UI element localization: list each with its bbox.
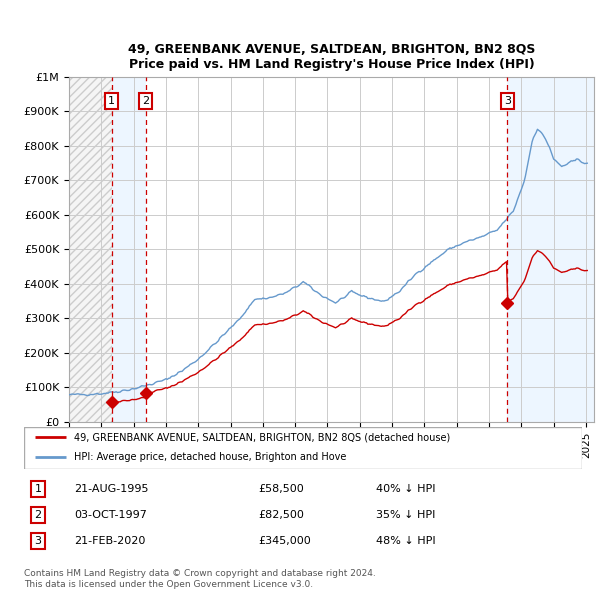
Bar bbox=[112, 77, 146, 422]
Title: 49, GREENBANK AVENUE, SALTDEAN, BRIGHTON, BN2 8QS
Price paid vs. HM Land Registr: 49, GREENBANK AVENUE, SALTDEAN, BRIGHTON… bbox=[128, 44, 535, 71]
Text: 21-AUG-1995: 21-AUG-1995 bbox=[74, 484, 149, 494]
Bar bbox=[69, 77, 112, 422]
Text: Contains HM Land Registry data © Crown copyright and database right 2024.
This d: Contains HM Land Registry data © Crown c… bbox=[24, 569, 376, 589]
Text: 40% ↓ HPI: 40% ↓ HPI bbox=[376, 484, 435, 494]
Text: £82,500: £82,500 bbox=[259, 510, 304, 520]
Text: HPI: Average price, detached house, Brighton and Hove: HPI: Average price, detached house, Brig… bbox=[74, 452, 347, 462]
Text: 48% ↓ HPI: 48% ↓ HPI bbox=[376, 536, 435, 546]
Text: £345,000: £345,000 bbox=[259, 536, 311, 546]
Text: 2: 2 bbox=[142, 96, 149, 106]
Text: 1: 1 bbox=[34, 484, 41, 494]
Bar bbox=[507, 77, 594, 422]
Text: 2: 2 bbox=[34, 510, 41, 520]
Text: 21-FEB-2020: 21-FEB-2020 bbox=[74, 536, 146, 546]
Text: 1: 1 bbox=[108, 96, 115, 106]
Text: 3: 3 bbox=[34, 536, 41, 546]
Text: 49, GREENBANK AVENUE, SALTDEAN, BRIGHTON, BN2 8QS (detached house): 49, GREENBANK AVENUE, SALTDEAN, BRIGHTON… bbox=[74, 432, 451, 442]
Text: 03-OCT-1997: 03-OCT-1997 bbox=[74, 510, 147, 520]
Text: £58,500: £58,500 bbox=[259, 484, 304, 494]
Text: 3: 3 bbox=[504, 96, 511, 106]
Text: 35% ↓ HPI: 35% ↓ HPI bbox=[376, 510, 435, 520]
